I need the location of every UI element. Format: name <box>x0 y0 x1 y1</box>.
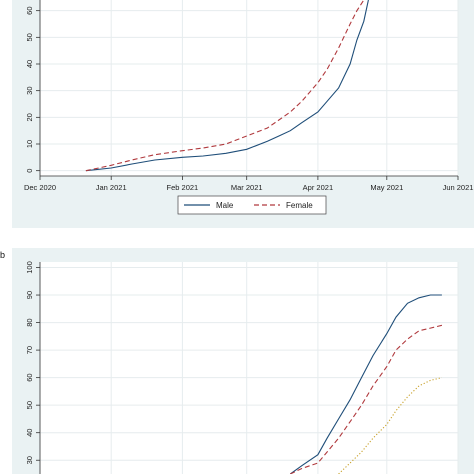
panel-a-x-tick-label: Jun 2021 <box>443 183 474 192</box>
panel-b-label: b <box>0 250 6 260</box>
legend-label-male: Male <box>216 201 234 210</box>
panel-a-x-tick-label: Mar 2021 <box>231 183 263 192</box>
panel-a-y-tick-label: 0 <box>25 169 34 173</box>
panel-b-series-1-line <box>290 324 443 474</box>
panel-b-y-tick-label: 80 <box>25 318 34 326</box>
panel-a-series-male-line <box>85 0 369 172</box>
panel-b-y-tick-label: 50 <box>25 401 34 409</box>
legend: Male Female <box>177 195 327 215</box>
panel-a-x-tick-label: Jan 2021 <box>96 183 127 192</box>
panel-b-y-tick-label: 90 <box>25 291 34 299</box>
panel-b-y-tick-label: 30 <box>25 456 34 464</box>
panel-a-y-tick-label: 40 <box>25 60 34 68</box>
panel-b-series-2-line <box>338 377 443 474</box>
panel-a-y-tick-label: 10 <box>25 140 34 148</box>
panel-a-y-tick-label: 50 <box>25 33 34 41</box>
panel-a-plot: Dec 2020 Jan 2021 Feb 2021 Mar 2021 Apr 2021… <box>24 0 473 192</box>
panel-b-plot-area <box>40 262 458 474</box>
panel-a-y-tick-label: 30 <box>25 86 34 94</box>
panel-b-plot: 30 40 50 60 70 80 90 100 <box>25 261 459 474</box>
panel-b-y-tick-label: 60 <box>25 373 34 381</box>
panel-a-x-tick-label: Apr 2021 <box>303 183 333 192</box>
panel-a-x-tick-label: Dec 2020 <box>24 183 56 192</box>
panel-a-plot-area <box>40 0 458 176</box>
legend-box <box>177 195 327 215</box>
panel-b-y-tick-label: 40 <box>25 429 34 437</box>
panel-b-y-tick-label: 70 <box>25 346 34 354</box>
panel-a-y-tick-label: 60 <box>25 6 34 14</box>
panel-b-series-0-line <box>289 294 442 474</box>
panel-a-x-tick-label: Feb 2021 <box>167 183 199 192</box>
panel-a-series-female-line <box>85 0 365 172</box>
legend-label-female: Female <box>286 201 313 210</box>
panel-a-x-tick-label: May 2021 <box>370 183 403 192</box>
panel-a-y-tick-label: 20 <box>25 113 34 121</box>
panel-b-y-tick-label: 100 <box>25 261 34 274</box>
